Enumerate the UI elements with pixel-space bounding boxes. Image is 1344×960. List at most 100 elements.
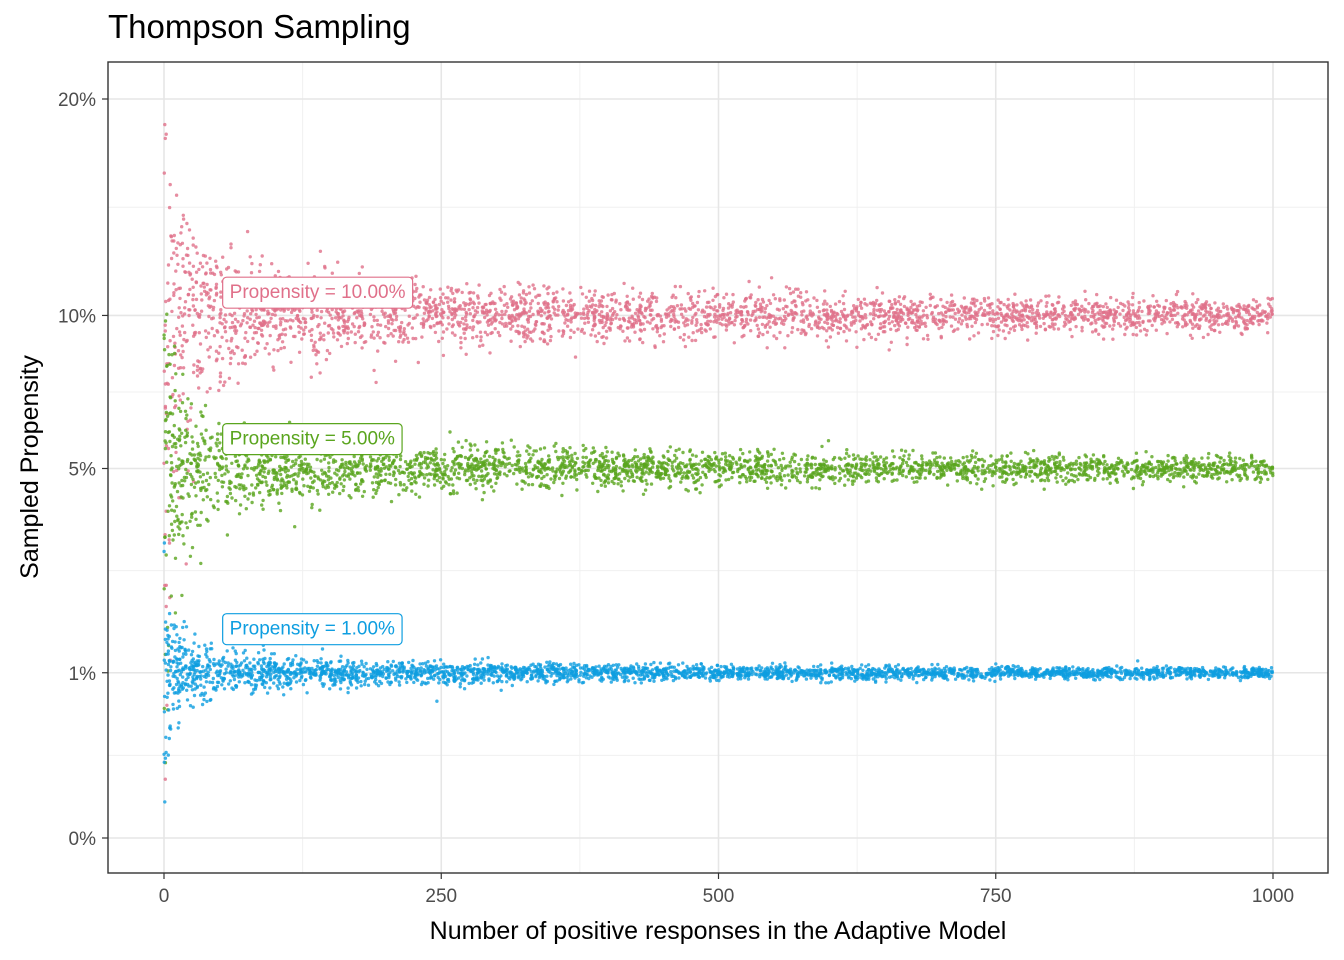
data-point [720,312,725,317]
data-point [409,476,414,481]
data-point [378,323,383,327]
data-point [410,326,414,330]
data-point [353,332,357,336]
data-point [1258,480,1263,484]
data-point [530,339,535,343]
data-point [917,325,921,329]
data-point [1055,480,1059,484]
data-point [998,301,1002,305]
data-point [512,308,517,312]
data-point [1130,321,1135,326]
data-point [645,320,650,324]
data-point [218,312,222,317]
data-point [229,339,233,343]
data-point [417,474,421,478]
data-point [1083,314,1087,318]
data-point [893,323,897,328]
data-point [243,354,247,358]
data-point [763,310,767,314]
data-point [517,293,522,297]
data-point [375,333,380,337]
data-point [1196,326,1201,330]
data-point [856,297,860,302]
data-point [708,327,712,331]
data-point [166,281,170,285]
data-point [697,462,701,466]
data-point [796,287,800,291]
data-point [601,295,605,299]
data-point [882,314,887,318]
data-point [887,309,891,314]
data-point [164,583,168,587]
data-point [603,323,607,328]
data-point [169,493,173,497]
data-point [223,380,227,384]
data-point [236,381,240,385]
data-point [717,473,721,477]
data-point [500,313,504,317]
data-point [951,315,955,319]
data-point [174,193,179,197]
data-point [1257,322,1261,327]
data-point [288,325,292,329]
data-point [601,325,605,330]
data-point [712,307,716,312]
data-point [1050,322,1055,326]
data-point [982,308,987,313]
data-point [579,285,583,290]
data-point [1169,313,1173,317]
data-point [1107,473,1111,477]
data-point [460,316,465,321]
data-point [390,322,394,326]
data-point [493,307,498,311]
data-point [693,338,698,343]
data-point [975,482,979,486]
data-point [988,318,992,323]
data-point [669,324,673,329]
data-point [517,330,521,335]
data-point [1192,316,1197,320]
data-point [538,306,543,311]
data-point [357,309,361,313]
data-point [791,316,795,321]
data-point [174,450,178,455]
data-point [536,293,540,297]
data-point [781,307,785,311]
data-point [1080,315,1084,319]
data-point [400,320,404,325]
data-point [867,332,871,336]
data-point [163,323,167,327]
data-point [493,319,498,323]
data-point [285,473,290,478]
data-point [322,457,327,461]
data-point [1169,308,1173,312]
data-point [1087,301,1091,306]
data-point [397,340,401,344]
data-point [1269,471,1273,475]
data-point [855,345,859,349]
data-point [973,320,978,325]
data-point [1152,305,1156,309]
data-point [489,322,493,326]
data-point [625,336,630,340]
data-point [1134,314,1138,318]
data-point [578,312,583,316]
data-point [1128,317,1133,322]
data-point [565,451,569,456]
data-point [463,336,467,341]
data-point [676,325,681,330]
data-point [280,340,285,344]
data-point [865,303,869,307]
data-point [368,312,373,317]
data-point [432,462,436,466]
data-point [690,338,694,343]
data-point [1250,456,1254,460]
data-point [825,311,829,316]
data-point [483,315,487,320]
data-point [1175,289,1180,294]
data-point [569,298,573,302]
data-point [603,467,607,472]
data-point [747,279,751,284]
data-point [488,351,492,355]
data-point [986,296,991,300]
